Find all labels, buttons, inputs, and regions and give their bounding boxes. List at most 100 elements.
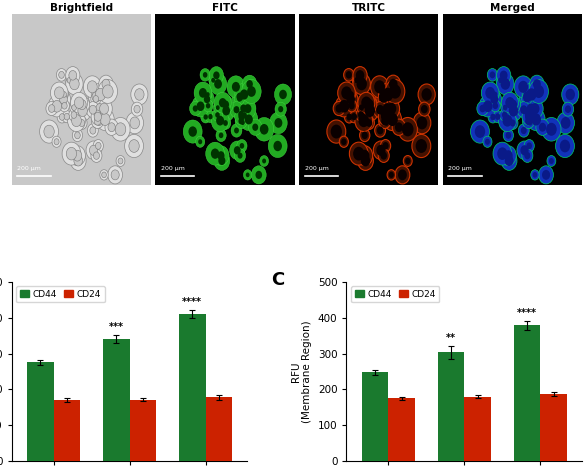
- Circle shape: [365, 99, 374, 110]
- Circle shape: [214, 151, 230, 171]
- Circle shape: [475, 125, 485, 138]
- Circle shape: [218, 151, 225, 160]
- Circle shape: [349, 110, 359, 123]
- Circle shape: [213, 146, 229, 165]
- Circle shape: [346, 113, 352, 121]
- Circle shape: [527, 103, 534, 113]
- Circle shape: [366, 119, 372, 127]
- Bar: [129, 399, 156, 461]
- Circle shape: [268, 134, 287, 158]
- Circle shape: [386, 103, 396, 115]
- Circle shape: [91, 93, 101, 105]
- Circle shape: [93, 139, 103, 152]
- Circle shape: [235, 114, 247, 129]
- Circle shape: [510, 119, 516, 127]
- Circle shape: [496, 67, 511, 84]
- Circle shape: [518, 81, 528, 93]
- Circle shape: [382, 117, 391, 128]
- Circle shape: [56, 90, 71, 108]
- Circle shape: [79, 119, 85, 127]
- Circle shape: [522, 107, 534, 122]
- Circle shape: [483, 136, 492, 147]
- Circle shape: [206, 103, 211, 109]
- Circle shape: [412, 134, 431, 158]
- Circle shape: [501, 151, 517, 171]
- Text: 200 μm: 200 μm: [305, 166, 329, 171]
- Circle shape: [503, 105, 507, 110]
- Circle shape: [203, 89, 212, 100]
- Y-axis label: RFU
(Membrane Region): RFU (Membrane Region): [290, 320, 312, 423]
- Circle shape: [111, 170, 119, 180]
- Circle shape: [419, 141, 427, 151]
- Circle shape: [183, 120, 202, 143]
- Circle shape: [78, 100, 86, 110]
- Circle shape: [359, 114, 369, 127]
- Circle shape: [66, 147, 76, 160]
- Circle shape: [361, 155, 370, 166]
- Circle shape: [509, 105, 518, 116]
- Circle shape: [349, 91, 354, 97]
- Circle shape: [517, 141, 532, 159]
- Circle shape: [378, 93, 388, 105]
- Bar: [206, 397, 232, 461]
- Circle shape: [247, 86, 256, 97]
- Circle shape: [88, 87, 104, 106]
- Circle shape: [398, 117, 417, 141]
- Circle shape: [108, 166, 122, 184]
- Circle shape: [279, 90, 287, 99]
- Circle shape: [499, 110, 516, 131]
- Bar: [179, 314, 206, 461]
- Circle shape: [91, 107, 103, 122]
- Circle shape: [346, 94, 355, 104]
- Circle shape: [382, 142, 389, 150]
- Circle shape: [413, 112, 431, 134]
- Bar: [540, 394, 567, 461]
- Circle shape: [75, 96, 89, 114]
- Circle shape: [386, 75, 400, 93]
- Circle shape: [57, 111, 67, 123]
- Circle shape: [96, 120, 102, 126]
- Title: FITC: FITC: [212, 3, 238, 13]
- Circle shape: [500, 70, 507, 80]
- Circle shape: [370, 76, 389, 98]
- Text: 200 μm: 200 μm: [448, 166, 472, 171]
- Circle shape: [530, 75, 544, 93]
- Bar: [103, 339, 129, 461]
- Circle shape: [380, 151, 387, 160]
- Circle shape: [358, 111, 364, 119]
- Text: ****: ****: [517, 308, 537, 318]
- Circle shape: [199, 88, 207, 98]
- Circle shape: [490, 100, 500, 112]
- Circle shape: [364, 116, 375, 130]
- Circle shape: [233, 106, 239, 113]
- Circle shape: [234, 146, 240, 155]
- Circle shape: [206, 110, 215, 123]
- Circle shape: [539, 123, 546, 132]
- Circle shape: [542, 117, 561, 141]
- Circle shape: [56, 69, 66, 81]
- Circle shape: [116, 156, 125, 166]
- Circle shape: [519, 87, 535, 106]
- Circle shape: [529, 80, 549, 103]
- Circle shape: [102, 79, 110, 89]
- Circle shape: [196, 102, 205, 111]
- Circle shape: [48, 105, 55, 112]
- Circle shape: [356, 70, 365, 81]
- Circle shape: [526, 117, 534, 128]
- Circle shape: [220, 116, 230, 130]
- Circle shape: [527, 99, 543, 119]
- Circle shape: [260, 124, 269, 135]
- Circle shape: [522, 109, 536, 125]
- Circle shape: [92, 108, 105, 125]
- Circle shape: [417, 116, 427, 130]
- Circle shape: [78, 105, 88, 116]
- Circle shape: [373, 141, 389, 159]
- Circle shape: [62, 103, 67, 109]
- Circle shape: [232, 82, 240, 92]
- Circle shape: [525, 110, 532, 118]
- Circle shape: [95, 117, 103, 128]
- Circle shape: [74, 155, 82, 166]
- Circle shape: [111, 117, 130, 141]
- Circle shape: [72, 129, 82, 142]
- Circle shape: [520, 105, 527, 114]
